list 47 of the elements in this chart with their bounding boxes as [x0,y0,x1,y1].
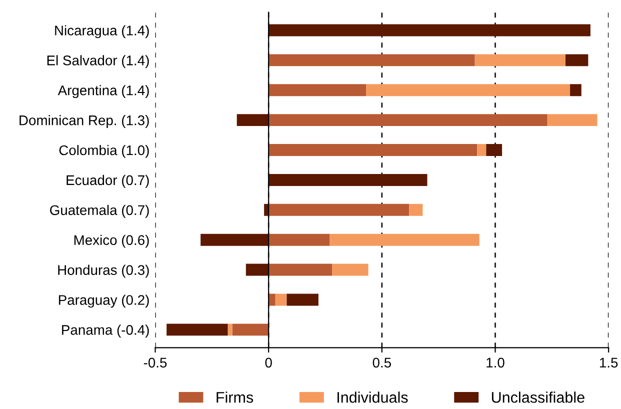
bar [268,24,590,36]
bar [232,324,269,336]
y-tick-label: Argentina (1.4) [58,85,149,98]
legend-label: Individuals [338,392,408,403]
bar [268,114,548,126]
legend-label: Firms [216,392,254,403]
y-tick-label: El Salvador (1.4) [47,55,149,68]
y-tick-label: Paraguay (0.2) [58,294,149,308]
bar [228,324,232,336]
bar [268,204,410,216]
bar [246,264,269,276]
y-tick-label: Dominican Rep. (1.3) [20,115,149,128]
bar [166,324,228,336]
x-tick-label: 1.5 [600,358,618,368]
legend-label: Unclassifiable [492,392,584,403]
bar [570,84,582,96]
bar [268,294,276,306]
y-tick-label: Mexico (0.6) [74,234,149,248]
bar [286,294,318,306]
y-tick-label: Colombia (1.0) [59,144,149,158]
y-tick-label: Ecuador (0.7) [66,174,149,188]
bar [477,144,486,156]
bar [547,114,598,126]
bar [236,114,269,126]
x-tick-label: 0.5 [372,358,391,368]
bar [268,54,475,66]
y-tick-label: Panama (-0.4) [62,324,149,338]
x-tick-label: 1.0 [486,358,504,368]
bar [486,144,502,156]
bar [268,174,428,186]
bar [200,234,269,246]
bar [268,144,478,156]
bar [275,294,287,306]
x-tick-label: 0 [265,358,272,368]
bar [566,54,588,66]
bar [268,84,366,96]
bar [268,264,332,276]
bar [474,54,566,66]
bar [330,234,480,246]
bar [268,234,330,246]
bar [332,264,368,276]
y-tick-label: Honduras (0.3) [58,264,149,278]
y-tick-label: Guatemala (0.7) [50,204,149,218]
y-tick-label: Nicaragua (1.4) [55,25,149,38]
x-tick-label: -0.5 [144,358,167,368]
bar [409,204,423,216]
bar [366,84,570,96]
